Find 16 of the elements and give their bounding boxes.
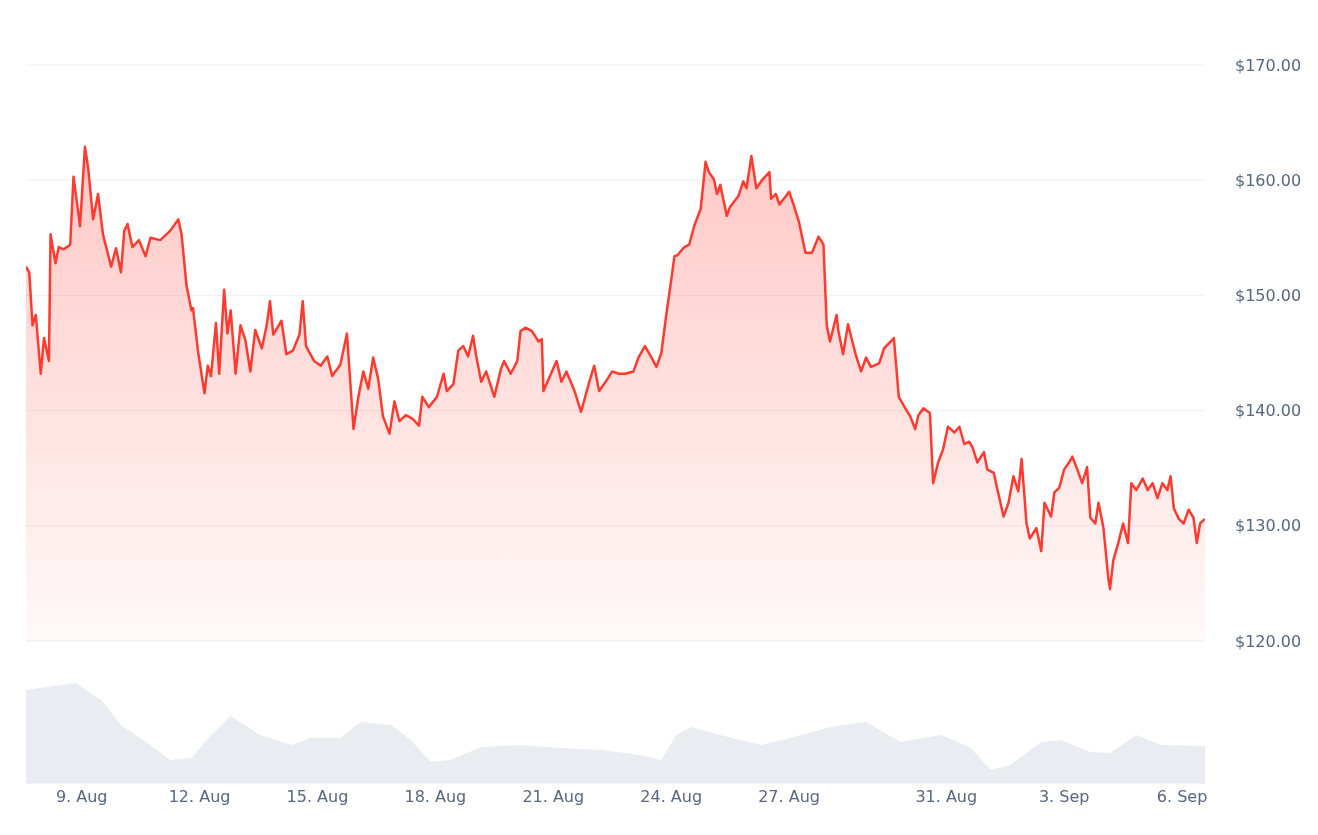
- y-tick-label: $170.00: [1235, 55, 1302, 75]
- y-tick-label: $120.00: [1235, 631, 1302, 651]
- x-tick-label: 9. Aug: [55, 787, 108, 807]
- x-tick-label: 21. Aug: [522, 787, 585, 807]
- x-tick-label: 3. Sep: [1038, 787, 1090, 807]
- y-tick-label: $160.00: [1235, 170, 1302, 190]
- x-tick-label: 31. Aug: [915, 787, 978, 807]
- x-tick-label: 18. Aug: [404, 787, 467, 807]
- x-tick-label: 15. Aug: [286, 787, 349, 807]
- y-tick-label: $130.00: [1235, 516, 1302, 536]
- y-tick-label: $140.00: [1235, 401, 1302, 421]
- x-tick-label: 24. Aug: [640, 787, 703, 807]
- x-tick-label: 12. Aug: [168, 787, 231, 807]
- y-tick-label: $150.00: [1235, 286, 1302, 306]
- x-tick-label: 6. Sep: [1156, 787, 1208, 807]
- x-tick-label: 27. Aug: [758, 787, 820, 807]
